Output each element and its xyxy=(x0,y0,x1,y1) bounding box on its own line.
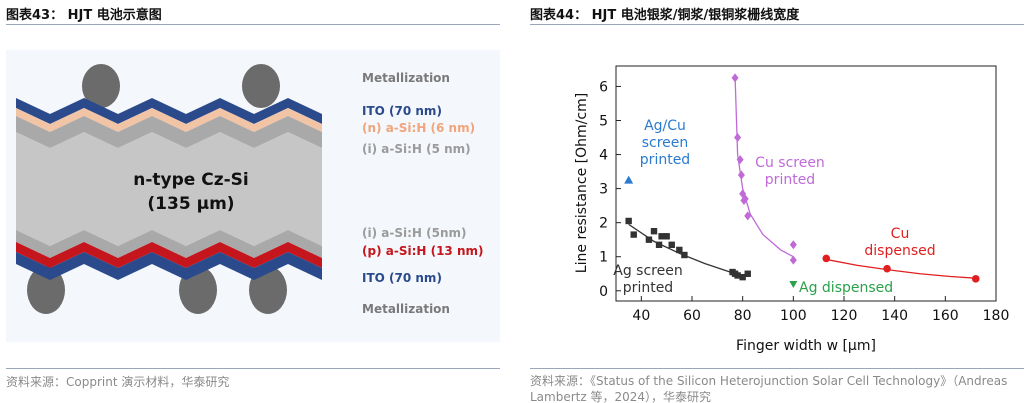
label-metallization-bottom: Metallization xyxy=(362,302,450,316)
series-label-1: Cu screen printed xyxy=(755,155,825,188)
label-i-asi-bottom: (i) a-Si:H (5nm) xyxy=(362,226,466,240)
point-series-0 xyxy=(734,272,741,279)
point-series-0 xyxy=(668,241,675,249)
layer-i-asi-bottom xyxy=(16,230,322,258)
metal-finger-bottom-1 xyxy=(27,266,65,314)
y-tick-label: 4 xyxy=(599,148,608,164)
series-label-line: Ag/Cu xyxy=(644,118,686,134)
point-series-3 xyxy=(789,280,798,288)
right-figure-title: 图表44： HJT 电池银浆/铜浆/银铜浆栅线宽度 xyxy=(530,8,800,23)
series-label-line: screen xyxy=(642,135,689,151)
diagram-labels: Metallization ITO (70 nm) (n) a-Si:H (6 … xyxy=(133,71,483,316)
data-points xyxy=(624,73,980,288)
diagram-layers xyxy=(6,50,500,342)
point-series-0 xyxy=(650,227,658,235)
series-label-line: Ag screen xyxy=(613,263,682,279)
x-tick-label: 100 xyxy=(780,308,807,324)
x-tick-label: 80 xyxy=(734,308,752,324)
y-axis-ticks: 0 1 2 3 4 5 6 xyxy=(599,79,621,300)
x-tick-label: 40 xyxy=(632,308,650,324)
left-title-rule xyxy=(6,24,500,25)
point-series-2 xyxy=(971,275,980,283)
point-series-0 xyxy=(655,241,663,249)
y-axis-label: Line resistance [Ohm/cm] xyxy=(574,93,590,273)
point-series-0 xyxy=(663,233,670,240)
y-tick-label: 2 xyxy=(599,216,608,232)
label-ito-bottom: ITO (70 nm) xyxy=(362,271,442,285)
point-series-4 xyxy=(624,175,634,184)
point-series-1 xyxy=(734,133,742,143)
point-series-1 xyxy=(731,73,739,83)
point-series-0 xyxy=(630,231,637,238)
x-tick-label: 180 xyxy=(983,308,1010,324)
x-axis-label: Finger width w [µm] xyxy=(736,338,876,354)
left-source-rule xyxy=(6,368,500,369)
point-series-0 xyxy=(676,246,683,254)
label-i-asi-top: (i) a-Si:H (5 nm) xyxy=(362,142,471,156)
series-label-line: printed xyxy=(765,172,815,188)
fit-curve-series-2 xyxy=(826,258,976,279)
layer-i-asi-top xyxy=(16,116,322,148)
point-series-1 xyxy=(737,170,745,180)
core-label-line1: n-type Cz-Si xyxy=(133,170,248,190)
point-series-1 xyxy=(741,194,749,204)
left-figure-source: 资料来源：Copprint 演示材料，华泰研究 xyxy=(6,375,230,389)
plot-area xyxy=(615,65,997,302)
layer-silicon xyxy=(16,132,322,246)
series-label-0: Ag screen printed xyxy=(613,263,682,296)
series-label-3: Ag dispensed xyxy=(799,280,893,296)
y-tick-label: 1 xyxy=(599,250,608,266)
fit-curve-series-1 xyxy=(734,76,794,258)
layer-ito-bottom xyxy=(16,252,322,280)
x-tick-label: 60 xyxy=(683,308,701,324)
series-label-4: Ag/Cu screen printed xyxy=(640,118,690,168)
point-series-1 xyxy=(789,240,797,250)
label-n-asi: (n) a-Si:H (6 nm) xyxy=(362,121,475,135)
metal-finger-top-2 xyxy=(242,64,280,108)
series-label-line: Ag dispensed xyxy=(799,280,893,296)
y-tick-label: 6 xyxy=(599,79,608,95)
right-source-rule xyxy=(530,368,1024,369)
layer-ito-top xyxy=(16,98,322,124)
point-series-1 xyxy=(736,155,744,165)
point-series-0 xyxy=(645,236,653,243)
left-figure-title: 图表43： HJT 电池示意图 xyxy=(6,8,162,23)
y-tick-label: 5 xyxy=(599,113,608,129)
y-tick-label: 0 xyxy=(599,284,608,300)
series-label-line: printed xyxy=(623,280,673,296)
series-label-line: dispensed xyxy=(864,243,935,259)
layer-n-asi xyxy=(16,108,322,132)
label-p-asi: (p) a-Si:H (13 nm) xyxy=(362,244,483,258)
right-figure-source: 资料来源：《Status of the Silicon Heterojuncti… xyxy=(530,374,1008,403)
x-tick-label: 120 xyxy=(831,308,858,324)
series-label-line: Cu xyxy=(891,226,910,242)
series-label-line: Cu screen xyxy=(755,155,825,171)
point-series-1 xyxy=(744,211,752,221)
y-tick-label: 3 xyxy=(599,182,608,198)
point-series-0 xyxy=(625,217,632,225)
x-tick-label: 140 xyxy=(881,308,908,324)
right-title-rule xyxy=(530,24,1024,25)
metal-finger-bottom-3 xyxy=(249,266,287,314)
label-metallization-top: Metallization xyxy=(362,71,450,85)
x-tick-label: 160 xyxy=(932,308,959,324)
point-series-0 xyxy=(739,273,746,281)
core-label-line2: (135 µm) xyxy=(147,194,234,214)
layer-p-asi xyxy=(16,242,322,268)
point-series-1 xyxy=(789,255,797,265)
point-series-0 xyxy=(658,233,665,240)
series-label-line: printed xyxy=(640,152,690,168)
x-axis-ticks: 40 60 80 100 120 140 160 180 xyxy=(632,296,1009,324)
point-series-0 xyxy=(744,270,751,277)
point-series-2 xyxy=(822,254,831,263)
point-series-1 xyxy=(739,189,747,199)
hjt-cell-diagram: Metallization ITO (70 nm) (n) a-Si:H (6 … xyxy=(6,50,500,342)
point-series-2 xyxy=(883,264,891,273)
point-series-0 xyxy=(681,251,688,259)
series-label-2: Cu dispensed xyxy=(864,226,935,259)
label-ito-top: ITO (70 nm) xyxy=(362,104,442,118)
metal-finger-top-1 xyxy=(82,64,120,108)
